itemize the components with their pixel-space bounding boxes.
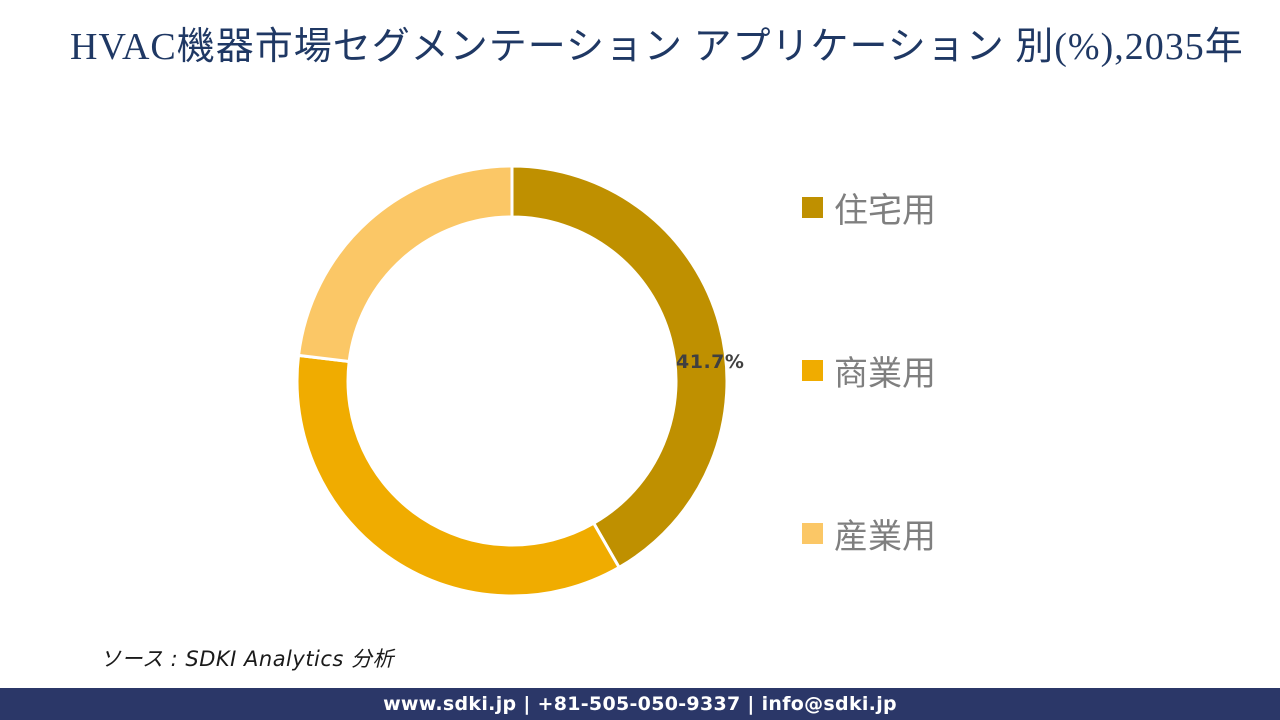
legend-item-2: 産業用 [802,514,936,557]
legend-item-1: 商業用 [802,351,936,394]
legend-marker-icon [802,196,823,218]
donut-chart [292,161,732,601]
legend-item-0: 住宅用 [802,188,936,231]
donut-segment-0 [510,164,729,570]
donut-segment-2 [296,164,514,364]
legend-label: 産業用 [834,516,936,557]
legend: 住宅用 商業用 産業用 [802,188,936,557]
legend-label: 商業用 [834,353,936,394]
legend-marker-icon [802,359,823,381]
page-title: HVAC機器市場セグメンテーション アプリケーション 別(%),2035年 [70,26,1244,68]
footer-bar: www.sdki.jp | +81-505-050-9337 | info@sd… [0,688,1280,720]
donut-data-label: 41.7% [676,351,745,373]
donut-svg [295,164,729,598]
legend-label: 住宅用 [834,190,936,231]
footer-contact-text: www.sdki.jp | +81-505-050-9337 | info@sd… [383,693,897,715]
source-note: ソース : SDKI Analytics 分析 [100,647,395,671]
donut-segment-1 [295,353,622,598]
legend-marker-icon [802,522,823,544]
